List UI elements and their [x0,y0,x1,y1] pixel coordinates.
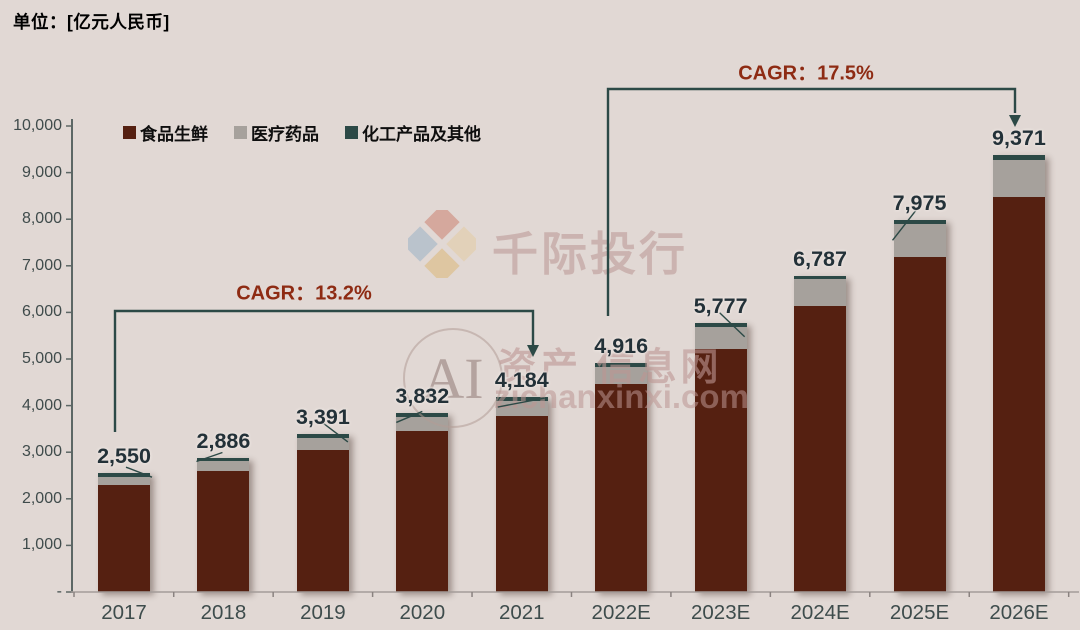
bar-group-2019 [296,433,349,592]
y-axis-label: 6,000 [21,303,62,321]
bar-segment-2024E-化工产品及其他 [794,275,847,280]
legend-item-medical: 医疗药品 [234,120,319,145]
value-label-2026E: 9,371 [992,126,1046,151]
y-axis-label: 1,000 [21,536,62,554]
value-label-2018: 2,886 [196,428,251,453]
value-label-2023E: 5,777 [693,293,748,318]
value-label-2022E: 4,916 [594,333,649,358]
leader-line-2023E [719,312,746,338]
x-axis-label-2017: 2017 [101,601,147,624]
bar-segment-2023E-医疗药品 [694,326,747,349]
leader-line-2018 [196,451,223,463]
bar-group-2022E [595,362,648,592]
legend-swatch-chemical-icon [345,126,358,139]
x-axis-label-2021: 2021 [498,601,545,624]
legend-swatch-food-icon [123,126,136,139]
y-axis-label: 4,000 [21,396,62,414]
legend-item-chemical: 化工产品及其他 [345,120,481,145]
y-axis-label: 10,000 [13,117,62,134]
bar-segment-2026E-化工产品及其他 [992,155,1045,160]
bar-segment-2025E-食品生鲜 [893,256,946,592]
leader-line-2025E [891,207,919,241]
legend-label-food: 食品生鲜 [140,125,208,144]
bar-segment-2024E-食品生鲜 [794,306,847,592]
cagr-label-1: CAGR：13.2% [236,282,372,305]
y-axis-label: 7,000 [21,256,62,274]
legend: 食品生鲜 医疗药品 化工产品及其他 [123,120,481,145]
bar-group-2024E [794,275,847,592]
bar-segment-2019-医疗药品 [296,437,349,451]
cagr-bracket-1 [113,309,535,432]
bar-segment-2023E-化工产品及其他 [694,322,747,327]
value-label-2024E: 6,787 [793,246,847,271]
x-axis-label-2024E: 2024E [790,601,850,624]
y-axis-label: 2,000 [21,489,62,507]
bar-group-2025E [893,220,946,592]
bar-group-2023E [694,322,747,592]
cagr-bracket-1-arrowhead-icon [527,345,539,357]
bar-segment-2021-食品生鲜 [495,416,548,592]
cagr-bracket-2 [606,87,1017,316]
y-axis-label: 9,000 [21,163,62,181]
x-axis-label-2019: 2019 [300,601,346,624]
value-label-2019: 3,391 [295,404,350,429]
bar-segment-2022E-医疗药品 [595,366,648,384]
legend-item-food: 食品生鲜 [123,120,208,145]
legend-label-medical: 医疗药品 [251,125,319,144]
bar-segment-2018-食品生鲜 [197,470,250,592]
x-axis-label-2020: 2020 [399,601,446,624]
y-axis-label: 5,000 [21,350,62,367]
x-axis-label-2026E: 2026E [989,601,1049,624]
bar-segment-2022E-食品生鲜 [595,383,648,592]
unit-title: 单位：[亿元人民币] [13,12,170,32]
bar-segment-2018-医疗药品 [197,461,250,471]
bar-segment-2022E-化工产品及其他 [595,362,648,367]
bar-segment-2026E-食品生鲜 [992,196,1045,592]
bar-segment-2025E-化工产品及其他 [893,220,946,225]
y-axis-label: - [56,583,62,600]
legend-label-chemical: 化工产品及其他 [362,125,481,144]
bar-segment-2020-化工产品及其他 [396,413,449,418]
bar-segment-2019-食品生鲜 [296,450,349,592]
y-axis-label: 8,000 [21,210,62,228]
value-label-2021: 4,184 [494,368,549,393]
leader-line-2020 [396,410,423,424]
x-axis-label-2022E: 2022E [591,601,651,624]
legend-swatch-medical-icon [234,126,247,139]
bar-segment-2017-化工产品及其他 [98,473,150,477]
x-axis-label-2018: 2018 [200,601,247,624]
bar-segment-2019-化工产品及其他 [296,433,349,438]
bar-segment-2021-化工产品及其他 [495,397,548,401]
bar-segment-2017-食品生鲜 [98,485,150,592]
value-label-2025E: 7,975 [892,191,947,216]
cagr-label-2: CAGR：17.5% [738,62,874,85]
bar-segment-2020-食品生鲜 [396,431,449,592]
bar-segment-2017-医疗药品 [98,476,150,486]
x-axis-label-2023E: 2023E [690,601,751,624]
bar-segment-2018-化工产品及其他 [197,457,250,462]
x-axis-label-2025E: 2025E [889,601,950,624]
bar-group-2018 [197,457,250,592]
bar-segment-2025E-医疗药品 [893,224,946,257]
cagr-bracket-2-arrowhead-icon [1009,115,1021,127]
leader-line-2019 [322,422,349,443]
value-label-2017: 2,550 [97,444,151,469]
bar-segment-2023E-食品生鲜 [694,348,747,592]
bar-segment-2024E-医疗药品 [794,279,847,307]
bar-group-2017 [98,473,150,592]
leader-line-2017 [125,466,153,478]
y-axis-label: 3,000 [21,443,62,461]
bar-segment-2026E-医疗药品 [992,159,1045,197]
leader-line-2021 [497,397,545,408]
bar-group-2026E [992,155,1045,592]
value-label-2020: 3,832 [395,384,450,409]
